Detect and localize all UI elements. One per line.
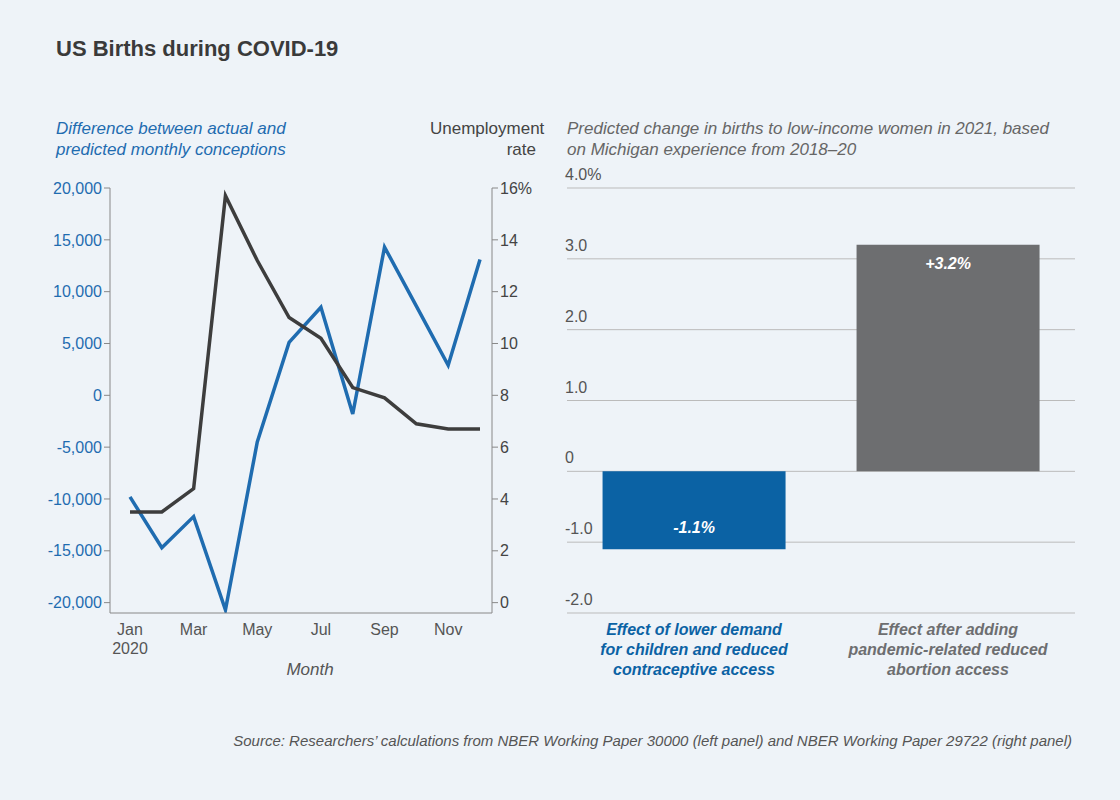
svg-text:12: 12 <box>500 283 518 300</box>
svg-text:2.0: 2.0 <box>565 308 587 325</box>
svg-text:14: 14 <box>500 232 518 249</box>
svg-text:Jul: Jul <box>311 621 331 638</box>
svg-text:Effect of lower demandfor chil: Effect of lower demandfor children and r… <box>600 621 789 678</box>
svg-text:2: 2 <box>500 542 509 559</box>
svg-text:-15,000: -15,000 <box>48 542 102 559</box>
svg-text:0: 0 <box>93 387 102 404</box>
svg-text:-2.0: -2.0 <box>565 591 593 608</box>
svg-text:4.0%: 4.0% <box>565 166 601 183</box>
svg-text:16%: 16% <box>500 180 532 197</box>
svg-text:1.0: 1.0 <box>565 379 587 396</box>
svg-text:-5,000: -5,000 <box>57 439 102 456</box>
svg-text:-20,000: -20,000 <box>48 594 102 611</box>
svg-text:May: May <box>242 621 272 638</box>
svg-text:0: 0 <box>565 449 574 466</box>
svg-text:+3.2%: +3.2% <box>925 255 971 272</box>
svg-text:8: 8 <box>500 387 509 404</box>
svg-text:20,000: 20,000 <box>53 180 102 197</box>
svg-text:15,000: 15,000 <box>53 232 102 249</box>
svg-text:0: 0 <box>500 594 509 611</box>
html-text:US Births during COVID-19: US Births during COVID-19 <box>56 36 339 61</box>
svg-text:Mar: Mar <box>180 621 208 638</box>
svg-text:3.0: 3.0 <box>565 237 587 254</box>
html-text:Predicted change in births to: Predicted change in births to low-income… <box>567 119 1049 159</box>
svg-text:Effect after addingpandemic-re: Effect after addingpandemic-related redu… <box>847 621 1048 678</box>
svg-text:Jan2020: Jan2020 <box>112 621 148 657</box>
svg-text:10: 10 <box>500 335 518 352</box>
svg-text:Nov: Nov <box>434 621 462 638</box>
html-text:Source: Researchers’ calculati: Source: Researchers’ calculations from N… <box>233 732 1072 749</box>
svg-text:5,000: 5,000 <box>62 335 102 352</box>
svg-text:-1.1%: -1.1% <box>673 519 715 536</box>
svg-text:6: 6 <box>500 439 509 456</box>
svg-text:10,000: 10,000 <box>53 283 102 300</box>
svg-text:-1.0: -1.0 <box>565 520 593 537</box>
svg-text:4: 4 <box>500 491 509 508</box>
html-text:Difference between actual and: Difference between actual and predicted … <box>56 119 286 159</box>
svg-text:Sep: Sep <box>370 621 399 638</box>
svg-text:-10,000: -10,000 <box>48 491 102 508</box>
html-text:Month: Month <box>286 660 334 679</box>
html-text:Unemployment rate: Unemployment rate <box>430 119 545 159</box>
